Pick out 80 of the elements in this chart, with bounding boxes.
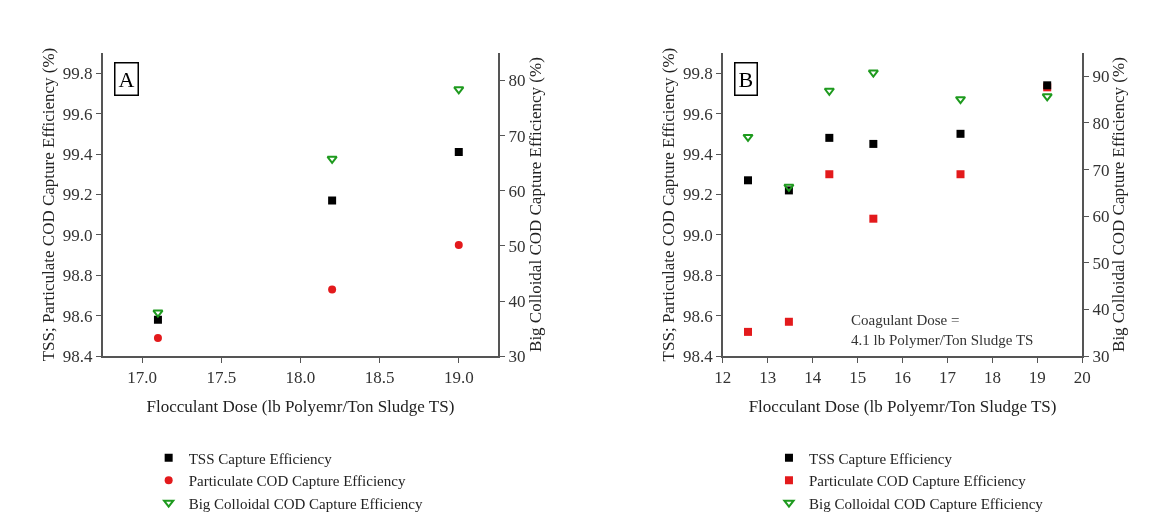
point	[742, 133, 754, 142]
legend-label: Particulate COD Capture Efficiency	[188, 473, 406, 490]
y-tick-label: 99.6	[682, 104, 713, 124]
x-tick-label: 17	[938, 368, 957, 388]
y-tick-label: 99.6	[62, 104, 93, 124]
point	[744, 327, 753, 336]
x-tick-label: 18.0	[285, 368, 316, 388]
x-tick-label: 15	[849, 368, 867, 388]
y-axis-title: TSS; Particulate COD Capture Efficiency (%)	[38, 47, 58, 362]
y2-tick-label: 80	[1092, 113, 1110, 133]
point	[454, 240, 463, 249]
y2-tick-label: 40	[508, 291, 526, 311]
y2-tick-label: 70	[1092, 160, 1110, 180]
y-tick-label: 99.8	[682, 64, 713, 84]
point	[823, 87, 835, 96]
y2-tick-label: 30	[1092, 347, 1110, 367]
x-tick-label: 13	[759, 368, 777, 388]
y-tick-label: 99.4	[682, 144, 714, 164]
y-tick-label: 99.0	[682, 225, 713, 245]
point	[869, 139, 878, 148]
point	[825, 133, 834, 142]
point	[956, 170, 965, 179]
y-tick-label: 99.0	[62, 225, 93, 245]
y2-axis-title: Big Colloidal COD Capture Efficiency (%)	[1109, 57, 1129, 352]
point	[153, 315, 162, 324]
y2-tick-label: 90	[1092, 67, 1110, 87]
y2-tick-label: 50	[1092, 253, 1110, 273]
y-tick-label: 98.6	[682, 306, 713, 326]
y2-tick-label: 80	[508, 71, 526, 91]
legend-label: TSS Capture Efficiency	[188, 450, 333, 467]
x-axis-title: Flocculant Dose (lb Polyemr/Ton Sludge TS)	[748, 397, 1057, 417]
legend-label: Big Colloidal COD Capture Efficiency	[188, 495, 424, 512]
point	[744, 176, 753, 185]
y-tick-label: 98.8	[682, 266, 713, 286]
y2-tick-label: 30	[508, 347, 526, 367]
x-axis-title: Flocculant Dose (lb Polyemr/Ton Sludge TS)	[146, 397, 455, 417]
y2-tick-label: 70	[508, 126, 526, 146]
y-tick-label: 98.8	[62, 266, 93, 286]
point	[869, 214, 878, 223]
y-tick-label: 99.8	[62, 64, 93, 84]
point	[956, 129, 965, 138]
x-tick-label: 17.0	[127, 368, 157, 388]
point	[1041, 93, 1053, 102]
y-tick-label: 98.6	[62, 306, 93, 326]
x-tick-label: 16	[894, 368, 912, 388]
point	[328, 285, 337, 294]
point	[454, 148, 463, 157]
x-tick-label: 12	[714, 368, 732, 388]
annotation: Coagulant Dose = 4.1 lb Polymer/Ton Sludge TS	[851, 312, 1034, 348]
y-tick-label: 99.2	[682, 185, 713, 205]
point	[153, 333, 162, 342]
y-tick-label: 99.2	[62, 185, 93, 205]
point	[825, 170, 834, 179]
y-tick-label: 99.4	[62, 144, 93, 164]
annotation: A	[118, 66, 135, 92]
x-tick-label: 19	[1028, 368, 1046, 388]
point	[326, 155, 338, 164]
x-tick-label: 19.0	[443, 368, 474, 388]
point	[152, 309, 164, 318]
legend-label: TSS Capture Efficiency	[808, 450, 953, 467]
y-tick-label: 98.4	[682, 347, 714, 367]
x-tick-label: 20	[1073, 368, 1091, 388]
y2-tick-label: 60	[1092, 207, 1110, 227]
x-tick-label: 18.5	[364, 368, 395, 388]
legend-label: Particulate COD Capture Efficiency	[808, 473, 1027, 490]
y2-tick-label: 60	[508, 181, 526, 201]
point	[867, 69, 879, 78]
y2-tick-label: 50	[508, 236, 526, 256]
x-tick-label: 14	[804, 368, 822, 388]
annotation: B	[738, 66, 754, 92]
point	[328, 196, 337, 205]
y-tick-label: 98.4	[62, 347, 93, 367]
y-axis-title: TSS; Particulate COD Capture Efficiency (%)	[659, 47, 679, 362]
y2-tick-label: 40	[1092, 300, 1110, 320]
point	[784, 317, 793, 326]
legend-label: Big Colloidal COD Capture Efficiency	[808, 495, 1044, 512]
x-tick-label: 17.5	[206, 368, 237, 388]
x-tick-label: 18	[983, 368, 1001, 388]
point	[453, 86, 465, 95]
y2-axis-title: Big Colloidal COD Capture Efficiency (%)	[525, 57, 545, 352]
